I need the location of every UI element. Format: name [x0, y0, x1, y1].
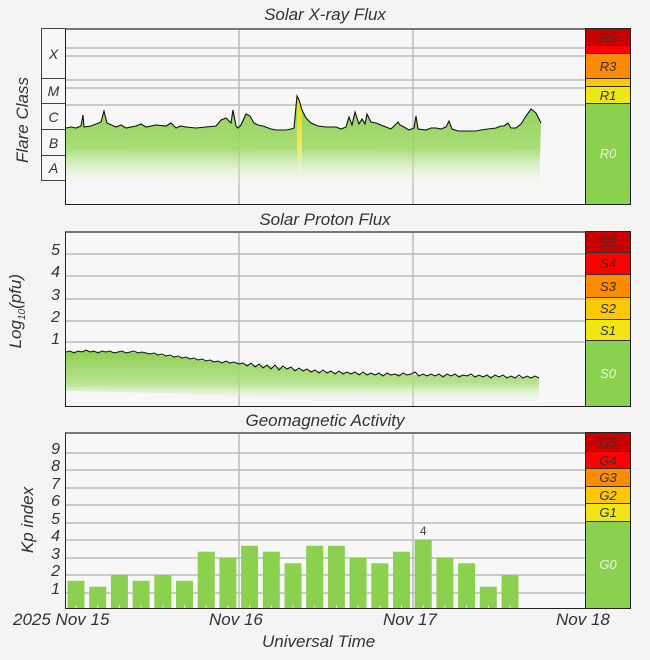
kp-bar	[154, 575, 172, 608]
kp-bar	[176, 580, 193, 608]
kp-ytick-3: 3	[51, 546, 60, 563]
xtick-nov15: 2025 Nov 15	[13, 610, 110, 629]
kp-bar	[67, 580, 85, 608]
kp-ytick-9: 9	[51, 441, 60, 458]
scale-s0: S0	[586, 341, 630, 406]
scale-g3: G3	[586, 469, 630, 487]
flare-class-a: A	[42, 156, 65, 181]
kp-svg: 4	[66, 434, 585, 608]
proton-storm-scale: S5 S4 S3 S2 S1 S0	[585, 231, 631, 407]
xaxis-label: Universal Time	[262, 632, 376, 651]
proton-ytick-2: 2	[51, 309, 60, 326]
kp-bar	[219, 557, 237, 608]
flare-class-b: B	[42, 130, 65, 156]
xray-plot	[65, 28, 585, 205]
kp-ytick-7: 7	[51, 476, 60, 493]
xtick-nov17: Nov 17	[383, 610, 437, 629]
flare-class-x: X	[42, 29, 65, 79]
proton-ylabel-sub: 10	[17, 308, 29, 321]
scale-r4	[586, 46, 630, 54]
kp-plot: 4	[65, 432, 585, 609]
kp-max-label: 4	[420, 524, 427, 538]
kp-bar	[284, 563, 302, 608]
kp-bar	[132, 580, 150, 608]
kp-bar	[110, 575, 128, 608]
proton-title: Solar Proton Flux	[259, 210, 391, 229]
xray-title: Solar X-ray Flux	[264, 5, 386, 24]
kp-bar	[479, 586, 497, 608]
proton-ytick-3: 3	[51, 287, 60, 304]
kp-bars	[67, 540, 519, 608]
proton-ytick-5: 5	[51, 242, 60, 259]
xtick-nov18: Nov 18	[556, 610, 610, 629]
scale-g1: G1	[586, 504, 630, 522]
proton-plot	[65, 231, 585, 407]
kp-ylabel: Kp index	[18, 486, 37, 554]
scale-r1: R1	[586, 87, 630, 104]
scale-s2: S2	[586, 298, 630, 320]
scale-g5: G5	[586, 433, 630, 452]
scale-r2	[586, 79, 630, 87]
kp-ytick-2: 2	[51, 563, 60, 580]
scale-s4: S4	[586, 253, 630, 275]
scale-r3: R3	[586, 54, 630, 79]
scale-s3: S3	[586, 275, 630, 298]
kp-bar	[436, 557, 454, 608]
scale-s5: S5	[586, 232, 630, 253]
proton-ytick-1: 1	[51, 331, 60, 348]
flare-class-c: C	[42, 104, 65, 130]
kp-ytick-1: 1	[51, 581, 60, 598]
kp-ytick-6: 6	[51, 493, 60, 510]
proton-ylabel-tail: (pfu)	[5, 273, 25, 309]
kp-bar	[327, 545, 345, 608]
kp-bar	[458, 563, 476, 608]
xtick-nov16: Nov 16	[209, 610, 263, 629]
scale-g4: G4	[586, 452, 630, 469]
scale-r0: R0	[586, 104, 630, 204]
proton-ytick-4: 4	[51, 264, 60, 281]
kp-bar	[349, 557, 367, 608]
proton-ylabel-main: Log	[5, 320, 25, 349]
kp-bar	[197, 551, 215, 608]
kp-bar	[393, 551, 410, 608]
kp-ytick-5: 5	[51, 511, 60, 528]
proton-svg	[66, 233, 585, 406]
scale-g0: G0	[586, 522, 630, 608]
flare-class-m: M	[42, 79, 65, 104]
proton-ylabel: Log10(pfu)	[6, 256, 28, 366]
kp-title: Geomagnetic Activity	[245, 411, 405, 430]
kp-geomagnetic-scale: G5 G4 G3 G2 G1 G0	[585, 432, 631, 609]
xray-ylabel: Flare Class	[13, 77, 32, 163]
kp-bar	[262, 551, 280, 608]
kp-bar	[241, 545, 259, 608]
xray-radio-scale: R5 R3 R1 R0	[585, 28, 631, 205]
kp-ytick-8: 8	[51, 458, 60, 475]
kp-bar	[371, 563, 389, 608]
kp-ytick-4: 4	[51, 528, 60, 545]
scale-r5: R5	[586, 29, 630, 46]
kp-bar	[414, 540, 432, 608]
kp-bar	[501, 575, 519, 608]
scale-g2: G2	[586, 487, 630, 504]
scale-s1: S1	[586, 320, 630, 341]
kp-bar	[89, 586, 107, 608]
flare-class-column: X M C B A	[41, 28, 65, 181]
xray-svg	[66, 30, 585, 204]
kp-bar	[306, 545, 324, 608]
